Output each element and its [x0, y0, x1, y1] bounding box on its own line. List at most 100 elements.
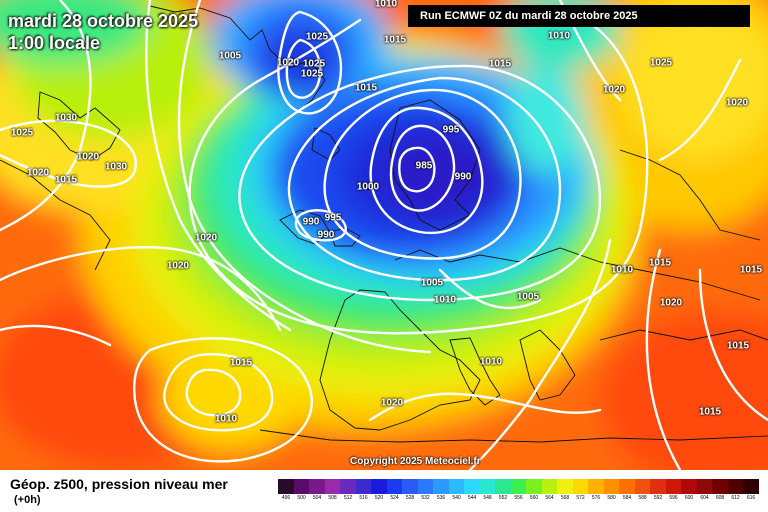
- weather-map: 1010 1025 1020 1025 1015 1025 1030 1025 …: [0, 0, 768, 470]
- pressure-label: 1020: [659, 297, 683, 309]
- legend-label: 496: [281, 495, 291, 501]
- pressure-label: 1015: [698, 406, 722, 418]
- pressure-label: 990: [317, 229, 335, 241]
- pressure-label: 995: [442, 124, 460, 136]
- geopotential-field: [0, 0, 768, 470]
- pressure-label: 1025: [649, 57, 673, 69]
- pressure-label: 1020: [76, 151, 100, 163]
- footer-bar: Géop. z500, pression niveau mer (+0h) 49…: [0, 470, 768, 512]
- legend-label: 520: [374, 495, 384, 501]
- legend-label: 580: [607, 495, 616, 501]
- legend-label: 568: [560, 495, 570, 501]
- legend-swatch: [402, 479, 418, 494]
- isobars: [0, 0, 768, 470]
- legend-label: 536: [436, 495, 446, 501]
- legend-label: 508: [328, 495, 337, 501]
- legend-label: 560: [529, 495, 539, 501]
- pressure-label: 1010: [374, 0, 398, 10]
- legend-swatch: [510, 479, 527, 494]
- pressure-label: 1010: [610, 264, 634, 276]
- legend-swatch: [743, 479, 759, 494]
- legend-swatch: [634, 479, 651, 494]
- legend-swatch: [278, 479, 294, 494]
- legend-label: 584: [622, 495, 632, 501]
- legend-swatch: [526, 479, 542, 494]
- legend-swatch: [541, 479, 558, 494]
- pressure-label: 1020: [276, 57, 300, 69]
- pressure-label: 1020: [26, 167, 50, 179]
- legend-swatch: [355, 479, 372, 494]
- legend-swatch: [386, 479, 403, 494]
- legend-swatch: [557, 479, 573, 494]
- pressure-label: 1010: [433, 294, 457, 306]
- pressure-label: 1025: [305, 31, 329, 43]
- legend-swatch: [572, 479, 589, 494]
- legend-label: 576: [591, 495, 601, 501]
- copyright: Copyright 2025 Meteociel.fr: [350, 456, 481, 467]
- legend-label: 604: [700, 495, 709, 501]
- pressure-label: 1015: [488, 58, 512, 70]
- legend-swatch: [433, 479, 449, 494]
- pressure-label: 1005: [516, 291, 540, 303]
- pressure-label: 1030: [104, 161, 128, 173]
- pressure-label: 985: [415, 160, 433, 172]
- pressure-label: 1020: [380, 397, 404, 409]
- pressure-label: 1015: [383, 34, 407, 46]
- pressure-label: 1025: [10, 127, 34, 139]
- map-canvas: [0, 0, 768, 470]
- pressure-label: 1015: [354, 82, 378, 94]
- pressure-label: 1015: [229, 357, 253, 369]
- legend-swatch: [650, 479, 666, 494]
- legend-label: 524: [390, 495, 399, 501]
- legend-label: 572: [576, 495, 585, 501]
- legend-swatch: [603, 479, 620, 494]
- pressure-label: 1010: [214, 413, 238, 425]
- legend-swatch: [448, 479, 465, 494]
- legend-swatch: [479, 479, 496, 494]
- pressure-label: 1005: [420, 277, 444, 289]
- legend-swatch: [619, 479, 635, 494]
- pressure-label: 1020: [725, 97, 749, 109]
- legend-label: 596: [669, 495, 678, 501]
- legend-swatch: [588, 479, 604, 494]
- legend-label: 616: [746, 495, 756, 501]
- legend-label: 564: [545, 495, 554, 501]
- pressure-label: 990: [454, 171, 472, 183]
- pressure-label: 1005: [218, 50, 242, 62]
- pressure-label: 1020: [166, 260, 190, 272]
- legend-label: 588: [638, 495, 647, 501]
- legend-label: 544: [467, 495, 477, 501]
- legend-swatch: [696, 479, 713, 494]
- legend-swatch: [712, 479, 728, 494]
- pressure-label: 990: [302, 216, 320, 228]
- legend-swatch: [324, 479, 341, 494]
- pressure-label: 1015: [739, 264, 763, 276]
- legend-label: 548: [483, 495, 492, 501]
- legend-swatch: [727, 479, 744, 494]
- legend-swatch: [681, 479, 697, 494]
- pressure-label: 1025: [300, 68, 324, 80]
- pressure-label: 1015: [726, 340, 750, 352]
- forecast-date: mardi 28 octobre 2025: [8, 11, 199, 31]
- legend-label: 608: [715, 495, 725, 501]
- legend-label: 556: [514, 495, 523, 501]
- legend-swatch: [665, 479, 682, 494]
- legend-label: 528: [405, 495, 415, 501]
- legend-label: 552: [498, 495, 508, 501]
- legend-label: 532: [421, 495, 430, 501]
- pressure-label: 1000: [356, 181, 380, 193]
- run-info: Run ECMWF 0Z du mardi 28 octobre 2025: [408, 5, 750, 27]
- legend-label: 504: [312, 495, 322, 501]
- legend-label: 540: [452, 495, 461, 501]
- pressure-label: 1025: [302, 58, 326, 70]
- pressure-label: 1010: [547, 30, 571, 42]
- legend-swatch: [371, 479, 387, 494]
- legend-label: 516: [359, 495, 368, 501]
- legend-swatch: [309, 479, 325, 494]
- legend-swatch: [340, 479, 356, 494]
- legend-swatch: [417, 479, 434, 494]
- legend-label: 592: [653, 495, 663, 501]
- legend-label: 600: [684, 495, 694, 501]
- pressure-label: 995: [324, 212, 342, 224]
- pressure-label: 1015: [648, 257, 672, 269]
